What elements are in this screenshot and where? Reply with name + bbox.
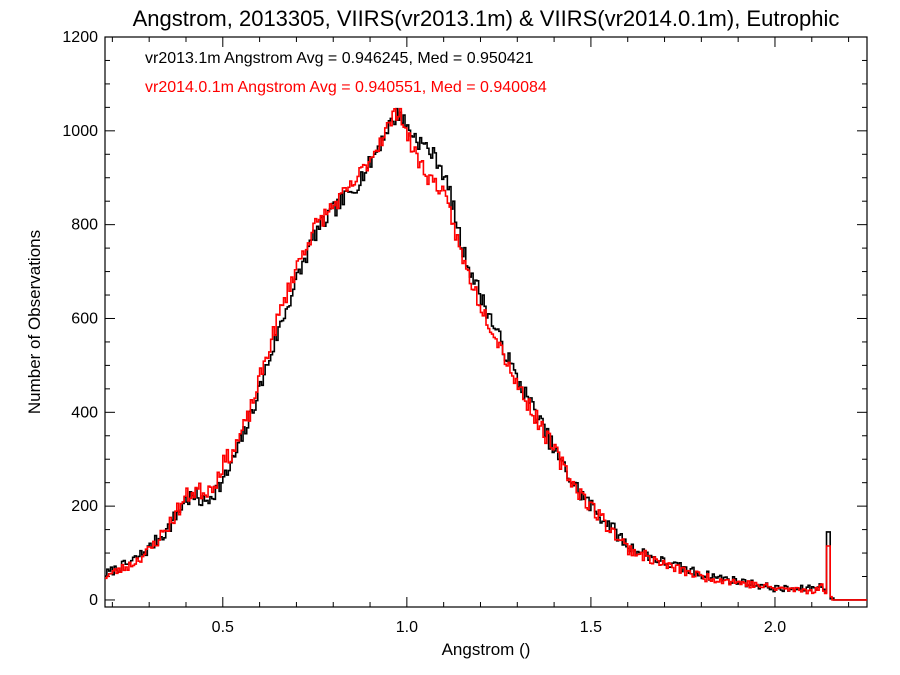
y-tick-label: 1000 — [62, 123, 98, 140]
annotation-vr2014: vr2014.0.1m Angstrom Avg = 0.940551, Med… — [145, 79, 547, 96]
y-axis-label: Number of Observations — [25, 230, 44, 414]
annotation-vr2013: vr2013.1m Angstrom Avg = 0.946245, Med =… — [145, 50, 534, 67]
series-layer — [105, 107, 867, 601]
y-tick-label: 800 — [71, 217, 98, 234]
x-axis-ticks: 0.5 1.0 1.5 2.0 — [111, 37, 850, 636]
y-tick-label: 200 — [71, 498, 98, 515]
x-tick-label: 0.5 — [212, 619, 234, 636]
series-line-vr2014 — [105, 107, 867, 601]
x-tick-label: 1.5 — [580, 619, 602, 636]
series-line-vr2013 — [105, 107, 867, 601]
x-axis-label: Angstrom () — [442, 640, 531, 659]
x-tick-label: 1.0 — [396, 619, 418, 636]
y-tick-label: 400 — [71, 404, 98, 421]
y-axis-ticks: 0 200 400 600 800 1000 1200 — [62, 29, 867, 609]
plot-frame — [104, 36, 868, 608]
chart-title: Angstrom, 2013305, VIIRS(vr2013.1m) & VI… — [133, 6, 840, 31]
y-tick-label: 1200 — [62, 29, 98, 46]
x-tick-label: 2.0 — [764, 619, 786, 636]
y-tick-label: 600 — [71, 310, 98, 327]
y-tick-label: 0 — [89, 592, 98, 609]
